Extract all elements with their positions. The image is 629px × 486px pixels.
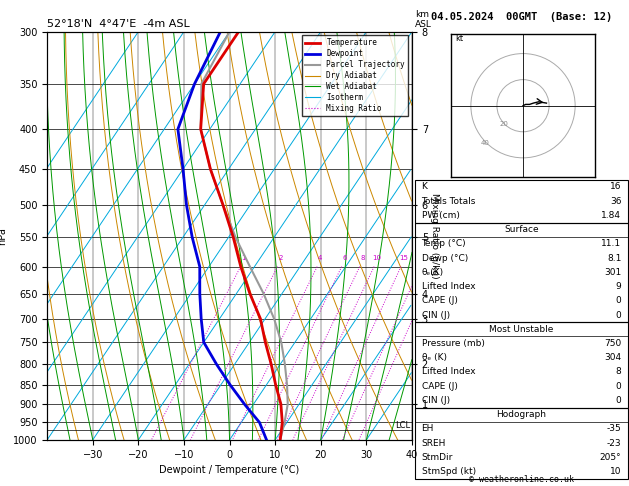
Text: kt: kt bbox=[455, 34, 464, 43]
Text: 36: 36 bbox=[610, 197, 621, 206]
Text: SREH: SREH bbox=[421, 439, 446, 448]
Text: 301: 301 bbox=[604, 268, 621, 277]
Text: Most Unstable: Most Unstable bbox=[489, 325, 554, 334]
Text: 0: 0 bbox=[616, 311, 621, 319]
Text: -35: -35 bbox=[606, 424, 621, 434]
Text: 0: 0 bbox=[616, 396, 621, 405]
Text: 10: 10 bbox=[372, 255, 381, 261]
Bar bbox=[415, 408, 628, 479]
Text: θₑ (K): θₑ (K) bbox=[421, 353, 447, 362]
Bar bbox=[415, 223, 628, 322]
Text: CIN (J): CIN (J) bbox=[421, 311, 450, 319]
Text: 04.05.2024  00GMT  (Base: 12): 04.05.2024 00GMT (Base: 12) bbox=[431, 12, 612, 22]
Text: EH: EH bbox=[421, 424, 434, 434]
Text: CAPE (J): CAPE (J) bbox=[421, 382, 457, 391]
Text: 4: 4 bbox=[318, 255, 322, 261]
Text: Lifted Index: Lifted Index bbox=[421, 367, 475, 377]
Y-axis label: hPa: hPa bbox=[0, 227, 8, 244]
Text: Totals Totals: Totals Totals bbox=[421, 197, 476, 206]
Text: 1.84: 1.84 bbox=[601, 211, 621, 220]
Text: 11.1: 11.1 bbox=[601, 240, 621, 248]
Text: 9: 9 bbox=[616, 282, 621, 291]
Text: 1: 1 bbox=[242, 255, 246, 261]
Text: 40: 40 bbox=[481, 140, 490, 146]
Text: 52°18'N  4°47'E  -4m ASL: 52°18'N 4°47'E -4m ASL bbox=[47, 19, 190, 30]
Text: -23: -23 bbox=[607, 439, 621, 448]
Text: CIN (J): CIN (J) bbox=[421, 396, 450, 405]
Text: Dewp (°C): Dewp (°C) bbox=[421, 254, 468, 262]
Bar bbox=[415, 180, 628, 223]
Text: CAPE (J): CAPE (J) bbox=[421, 296, 457, 305]
Text: 20: 20 bbox=[500, 122, 509, 127]
Text: StmSpd (kt): StmSpd (kt) bbox=[421, 467, 476, 476]
Legend: Temperature, Dewpoint, Parcel Trajectory, Dry Adiabat, Wet Adiabat, Isotherm, Mi: Temperature, Dewpoint, Parcel Trajectory… bbox=[302, 35, 408, 116]
Text: StmDir: StmDir bbox=[421, 453, 453, 462]
Text: © weatheronline.co.uk: © weatheronline.co.uk bbox=[469, 474, 574, 484]
Text: 750: 750 bbox=[604, 339, 621, 348]
Text: Temp (°C): Temp (°C) bbox=[421, 240, 466, 248]
Text: 8: 8 bbox=[616, 367, 621, 377]
Text: 205°: 205° bbox=[599, 453, 621, 462]
Text: PW (cm): PW (cm) bbox=[421, 211, 459, 220]
Text: 8.1: 8.1 bbox=[607, 254, 621, 262]
Text: Surface: Surface bbox=[504, 225, 539, 234]
Text: km
ASL: km ASL bbox=[415, 11, 432, 29]
Text: Lifted Index: Lifted Index bbox=[421, 282, 475, 291]
Text: 6: 6 bbox=[342, 255, 347, 261]
Text: 0: 0 bbox=[616, 382, 621, 391]
Text: Pressure (mb): Pressure (mb) bbox=[421, 339, 484, 348]
Text: LCL: LCL bbox=[396, 420, 411, 430]
Text: 10: 10 bbox=[610, 467, 621, 476]
Text: 304: 304 bbox=[604, 353, 621, 362]
Text: 0: 0 bbox=[616, 296, 621, 305]
Text: θₑ(K): θₑ(K) bbox=[421, 268, 443, 277]
Y-axis label: Mixing Ratio (g/kg): Mixing Ratio (g/kg) bbox=[430, 193, 439, 278]
Text: 8: 8 bbox=[360, 255, 365, 261]
Bar bbox=[415, 322, 628, 408]
Text: K: K bbox=[421, 182, 427, 191]
X-axis label: Dewpoint / Temperature (°C): Dewpoint / Temperature (°C) bbox=[160, 465, 299, 475]
Text: 15: 15 bbox=[399, 255, 408, 261]
Text: Hodograph: Hodograph bbox=[496, 410, 547, 419]
Text: 16: 16 bbox=[610, 182, 621, 191]
Text: 2: 2 bbox=[278, 255, 282, 261]
